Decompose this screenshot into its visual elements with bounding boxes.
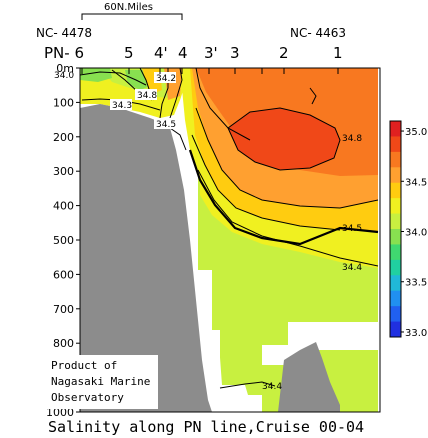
endpoint-right: NC- 4463	[290, 26, 346, 40]
station-label-3: 3	[230, 44, 240, 62]
note-line-2: Nagasaki Marine	[51, 375, 150, 388]
station-label-5: 5	[124, 44, 134, 62]
contour-label: 34.0	[54, 71, 74, 81]
station-label-3p: 3'	[204, 44, 218, 62]
colorbar-tick-label: 35.0	[405, 127, 427, 138]
colorbar-swatch	[390, 259, 401, 276]
scale-bar-label: 60N.Miles	[104, 2, 153, 13]
observatory-note: Product of Nagasaki Marine Observatory	[46, 355, 158, 409]
station-labels: PN- 6 5 4' 4 3' 3 2 1	[44, 44, 343, 62]
colorbar-swatch	[390, 229, 401, 245]
contour-label: 34.5	[156, 120, 176, 130]
colorbar-swatch	[390, 198, 401, 215]
y-tick-label: 700	[53, 303, 74, 316]
y-tick-label: 800	[53, 337, 74, 350]
colorbar-swatch	[390, 151, 401, 168]
colorbar-tick-label: 33.5	[405, 278, 427, 289]
contour-label: 34.5	[342, 224, 362, 234]
colorbar-swatch	[390, 136, 401, 153]
colorbar-swatch	[390, 121, 401, 137]
y-tick-label: 100	[53, 96, 74, 109]
colorbar-frame	[389, 120, 402, 338]
colorbar-swatch	[390, 244, 401, 261]
colorbar-swatch	[390, 182, 401, 199]
seafloor	[80, 104, 340, 412]
colorbar-swatch	[390, 213, 401, 230]
y-tick-label: 1000	[46, 406, 74, 419]
y-tick-label: 0m	[56, 62, 74, 75]
contour-labels: 34.0 34.3 34.8 34.2 34.5 34.8 34.5 34.4 …	[52, 69, 362, 392]
endpoint-left: NC- 4478	[36, 26, 92, 40]
contour-label: 34.8	[342, 134, 362, 144]
station-label-2: 2	[279, 44, 289, 62]
station-label-4: 4	[178, 44, 188, 62]
colorbar-tick-label: 33.0	[405, 328, 427, 339]
station-label-1: 1	[333, 44, 343, 62]
endpoint-labels: NC- 4478 NC- 4463	[36, 26, 346, 40]
contour-label: 34.3	[112, 101, 132, 111]
chart-title: Salinity along PN line,Cruise 00-04	[48, 418, 364, 436]
y-tick-label: 500	[53, 234, 74, 247]
colorbar-tick-label: 34.5	[405, 177, 427, 188]
note-line-3: Observatory	[51, 391, 124, 404]
colorbar-swatch	[390, 167, 401, 184]
contour-label: 34.4	[342, 263, 362, 273]
scale-bar: 60N.Miles	[81, 2, 183, 20]
station-label-pn6: PN- 6	[44, 44, 84, 62]
colorbar-tick-label: 34.0	[405, 228, 427, 239]
y-tick-label: 200	[53, 131, 74, 144]
y-tick-label: 400	[53, 200, 74, 213]
station-label-4p: 4'	[154, 44, 168, 62]
contour-label: 34.2	[156, 74, 176, 84]
colorbar-swatch	[390, 275, 401, 292]
y-tick-label: 600	[53, 268, 74, 281]
colorbar-swatch	[390, 290, 401, 307]
colorbar: 35.0 34.5 34.0 33.5 33.0	[389, 120, 427, 339]
station-ticks	[81, 68, 339, 74]
note-line-1: Product of	[51, 359, 117, 372]
colorbar-swatch	[390, 306, 401, 323]
contour-label: 34.4	[262, 382, 282, 392]
colorbar-swatch	[390, 321, 401, 338]
y-tick-label: 300	[53, 165, 74, 178]
contour-label: 34.8	[137, 91, 157, 101]
